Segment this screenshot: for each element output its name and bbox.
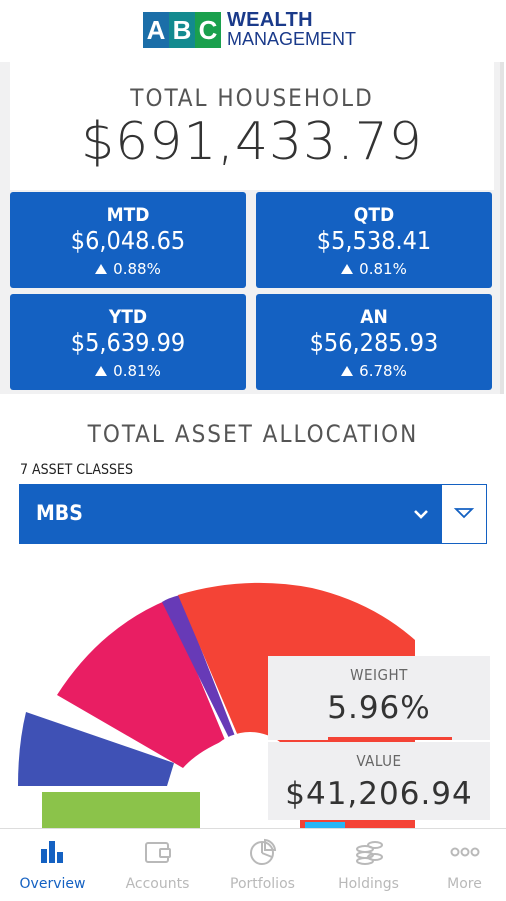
pie-chart-icon: [250, 838, 277, 865]
nav-accounts[interactable]: Accounts: [107, 829, 208, 901]
weight-value: 5.96%: [327, 690, 431, 726]
tile-change: 0.88%: [10, 260, 246, 278]
tile-percent: 6.78%: [359, 362, 407, 380]
total-household-card: TOTAL HOUSEHOLD $691,433.79: [10, 62, 494, 190]
tile-percent: 0.81%: [359, 260, 407, 278]
coins-icon: [356, 841, 383, 865]
tile-change: 0.81%: [10, 362, 246, 380]
tile-value: $5,538.41: [316, 226, 432, 255]
tile-percent: 0.88%: [113, 260, 161, 278]
nav-more[interactable]: More: [414, 829, 506, 901]
logo-letter-c: C: [195, 12, 221, 48]
nav-label: Portfolios: [230, 876, 295, 892]
tile-mtd[interactable]: MTD $6,048.65 0.88%: [10, 192, 246, 288]
allocation-chart: WEIGHT 5.96% VALUE $41,206.94: [0, 560, 500, 830]
more-dots-icon: [450, 847, 480, 857]
logo-line2: MANAGEMENT: [227, 29, 357, 49]
tile-change: 6.78%: [256, 362, 492, 380]
nav-label: More: [447, 876, 482, 892]
dropdown-toggle[interactable]: [441, 485, 486, 543]
segment-purple: [162, 595, 235, 738]
segment-cyan: [305, 822, 345, 830]
logo-text: WEALTH MANAGEMENT: [227, 9, 357, 49]
triangle-down-icon: [453, 508, 475, 519]
weight-underline: [328, 737, 452, 740]
bottom-nav: Overview Accounts Portfolios Holdings: [0, 828, 506, 901]
tile-value: $6,048.65: [70, 226, 186, 255]
segment-green: [42, 792, 200, 830]
nav-holdings[interactable]: Holdings: [318, 829, 419, 901]
nav-overview[interactable]: Overview: [2, 829, 103, 901]
logo-letter-b: B: [169, 12, 195, 48]
logo-line1: WEALTH: [227, 9, 313, 31]
value-card: VALUE $41,206.94: [268, 742, 490, 820]
brand-logo: A B C WEALTH MANAGEMENT: [143, 10, 356, 50]
total-household-label: TOTAL HOUSEHOLD: [130, 84, 374, 112]
summary-panel: TOTAL HOUSEHOLD $691,433.79 MTD $6,048.6…: [0, 62, 504, 394]
up-arrow-icon: [95, 264, 108, 274]
tile-qtd[interactable]: QTD $5,538.41 0.81%: [256, 192, 492, 288]
logo-letter-a: A: [143, 12, 169, 48]
tile-value: $5,639.99: [70, 328, 186, 357]
tile-label: AN: [360, 306, 388, 328]
weight-label: WEIGHT: [350, 666, 408, 684]
tile-label: QTD: [353, 204, 395, 226]
up-arrow-icon: [95, 366, 108, 376]
total-household-value: $691,433.79: [81, 112, 423, 172]
wallet-icon: [145, 842, 171, 863]
asset-class-selected: MBS: [36, 501, 83, 525]
tile-ytd[interactable]: YTD $5,639.99 0.81%: [10, 294, 246, 390]
nav-label: Holdings: [338, 876, 399, 892]
segment-blue: [18, 712, 174, 786]
up-arrow-icon: [341, 264, 354, 274]
nav-label: Accounts: [125, 876, 190, 892]
value-amount: $41,206.94: [285, 776, 473, 812]
up-arrow-icon: [341, 366, 354, 376]
bar-chart-icon: [41, 841, 63, 863]
asset-allocation-title: TOTAL ASSET ALLOCATION: [87, 420, 419, 448]
tile-label: YTD: [108, 306, 148, 328]
tile-an[interactable]: AN $56,285.93 6.78%: [256, 294, 492, 390]
weight-card: WEIGHT 5.96%: [268, 656, 490, 740]
nav-portfolios[interactable]: Portfolios: [212, 829, 313, 901]
value-label: VALUE: [356, 752, 402, 770]
tile-value: $56,285.93: [309, 328, 439, 357]
nav-label: Overview: [19, 876, 86, 892]
tile-change: 0.81%: [256, 260, 492, 278]
tile-percent: 0.81%: [113, 362, 161, 380]
asset-class-select[interactable]: MBS: [19, 484, 487, 544]
tile-label: MTD: [106, 204, 150, 226]
asset-classes-count: 7 ASSET CLASSES: [20, 462, 133, 478]
chevron-down-icon[interactable]: [410, 503, 432, 525]
